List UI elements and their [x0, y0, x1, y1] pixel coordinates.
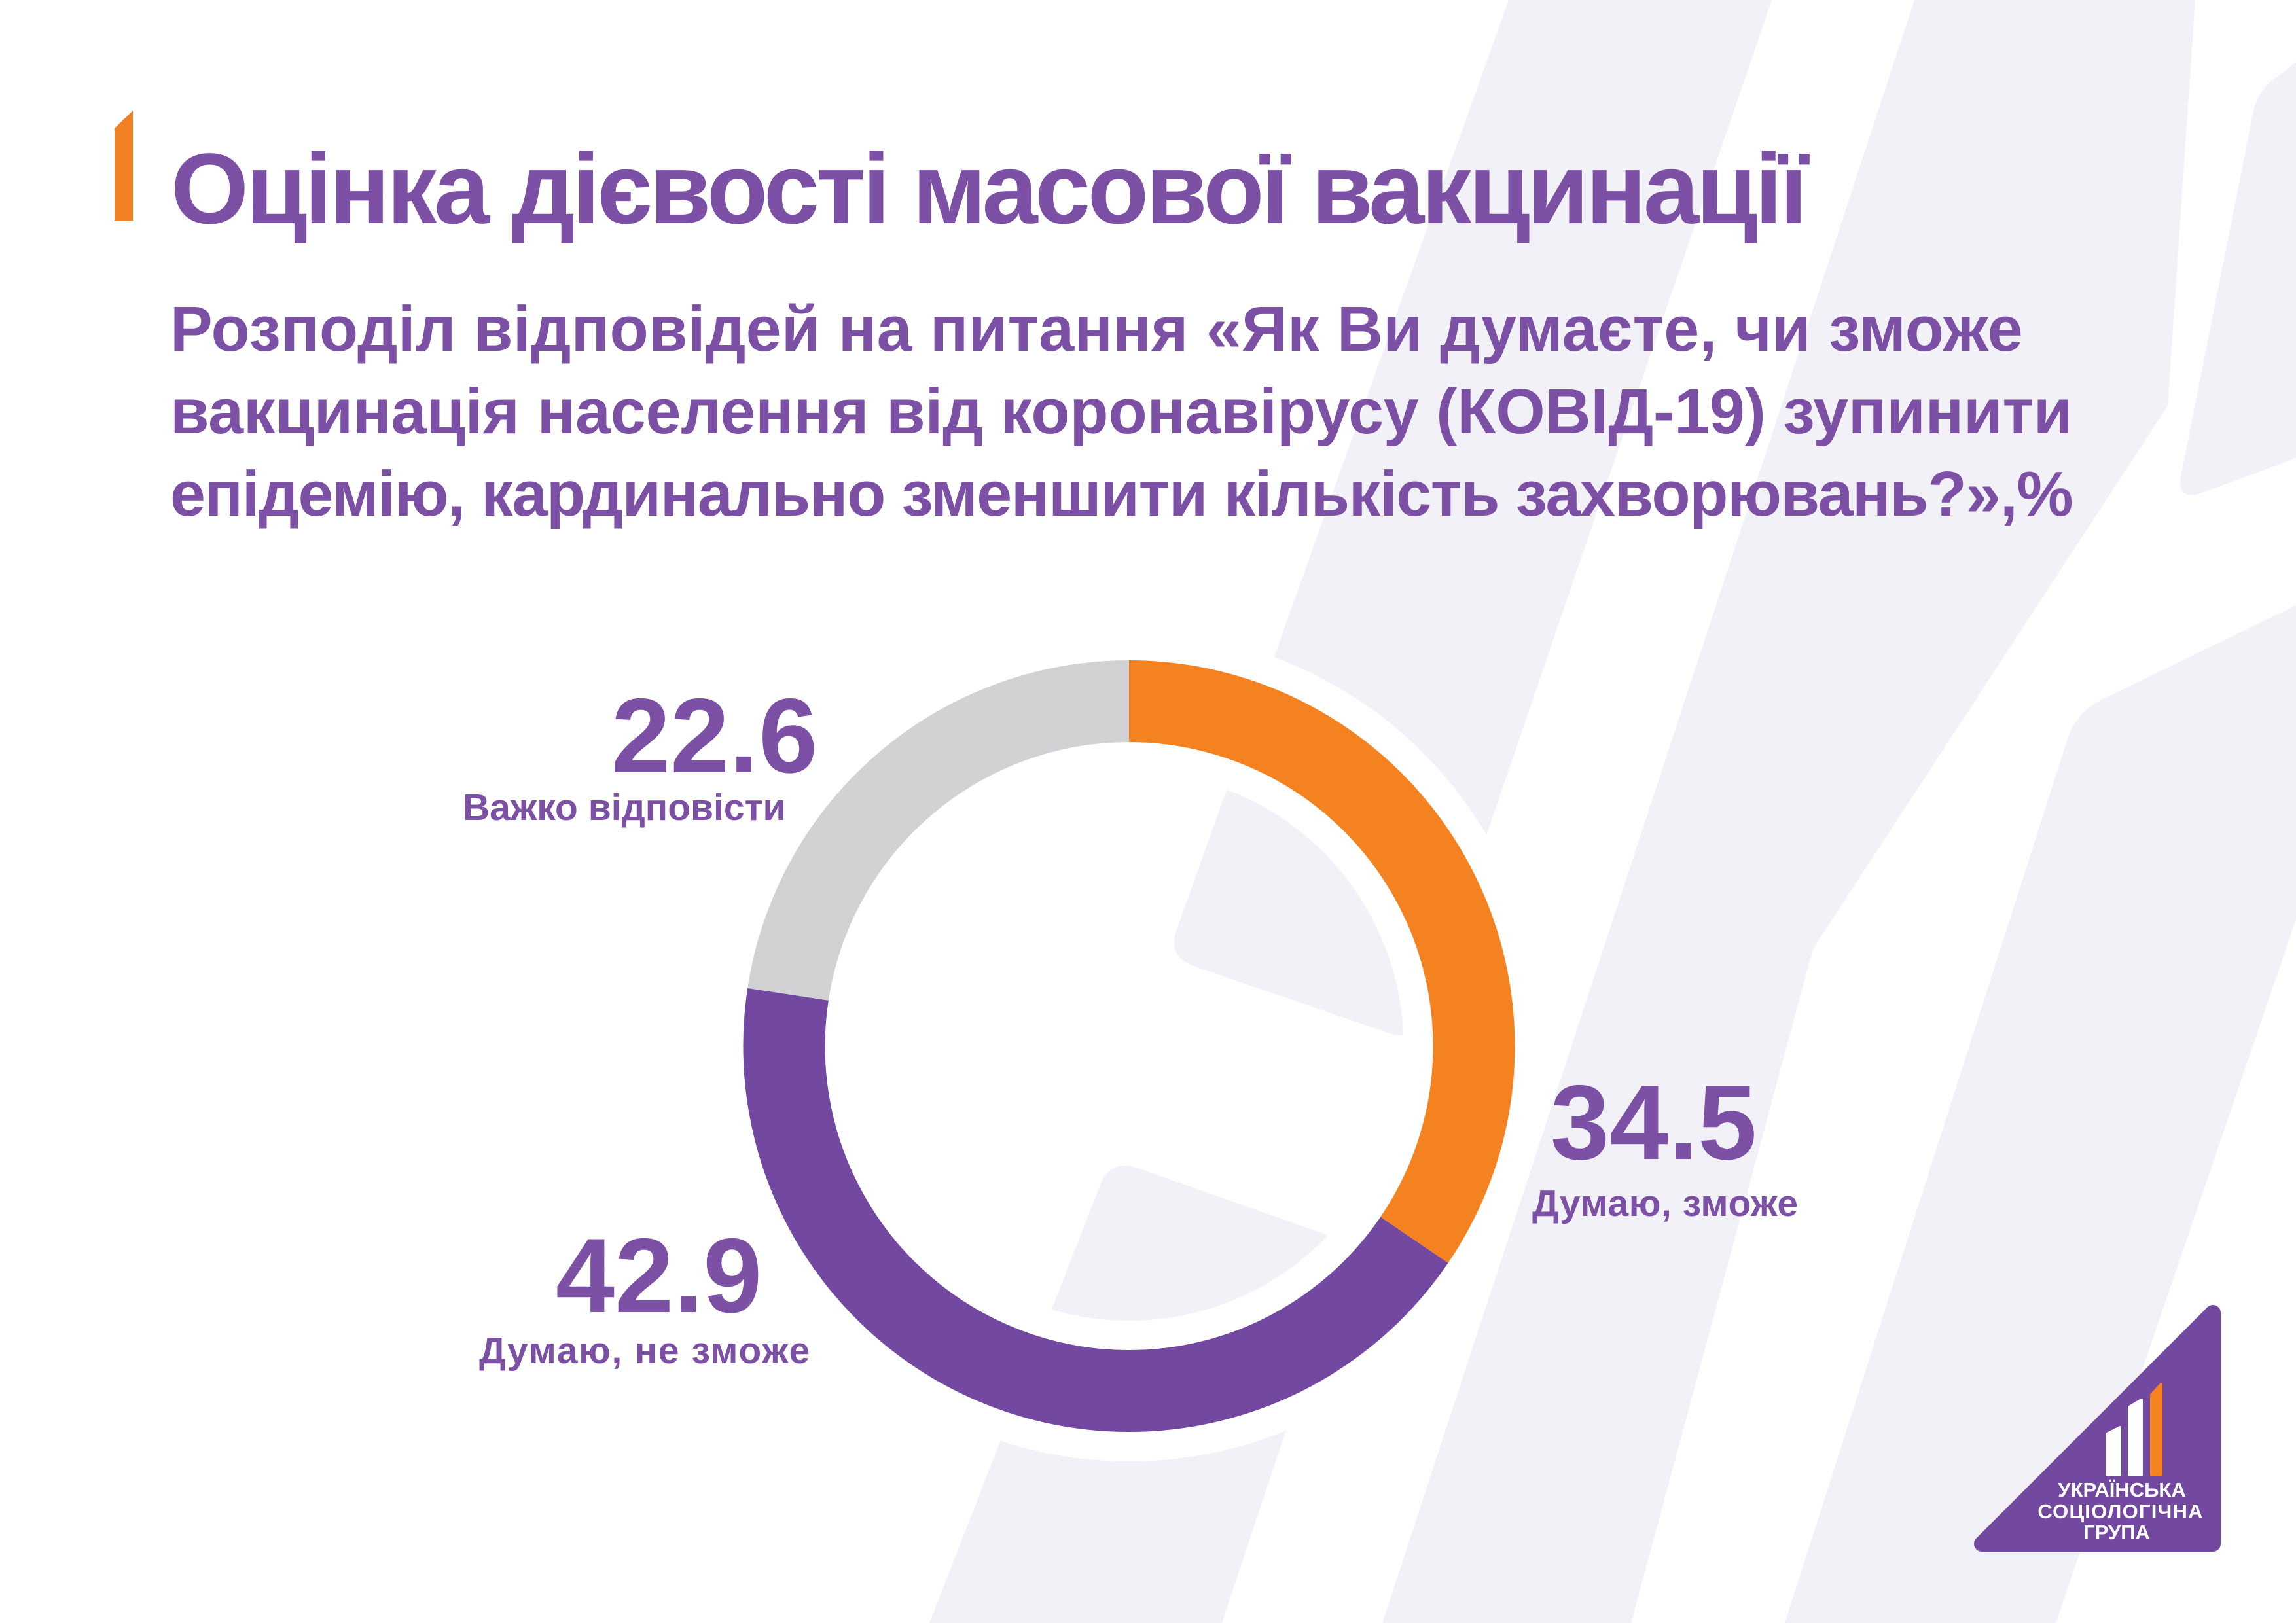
svg-text:СОЦІОЛОГІЧНА: СОЦІОЛОГІЧНА: [2037, 1500, 2203, 1523]
svg-text:УКРАЇНСЬКА: УКРАЇНСЬКА: [2058, 1478, 2185, 1501]
svg-text:ГРУПА: ГРУПА: [2083, 1521, 2150, 1544]
